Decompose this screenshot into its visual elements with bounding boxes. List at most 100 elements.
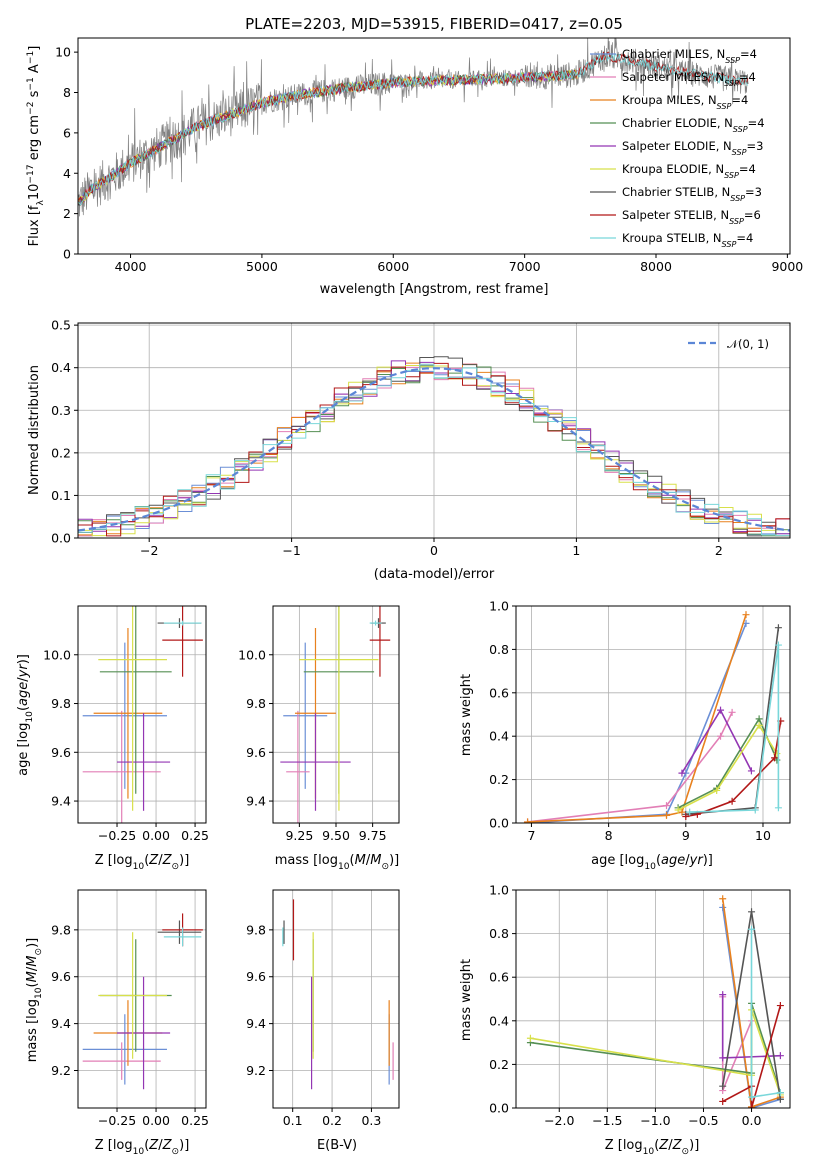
label-part: ⊙ [381, 862, 389, 872]
label-part: M [355, 853, 366, 868]
axes-frame [272, 889, 400, 1109]
label-part: ⊙ [172, 862, 180, 872]
label-part: age [log [16, 723, 31, 776]
y-tick-label: 0.0 [489, 1101, 509, 1116]
y-tick-label: 0.3 [51, 403, 71, 418]
weight-marker-chabrier_miles [719, 903, 727, 911]
weight-marker-kroupa_miles [678, 808, 686, 816]
x-axis-label: (data-model)/error [374, 567, 495, 582]
label-part: Z [672, 1138, 683, 1153]
weight-line-salpeter_miles [527, 711, 733, 823]
chart-title: PLATE=2203, MJD=53915, FIBERID=0417, z=0… [245, 15, 623, 33]
weight-line-chabrier_miles [721, 907, 781, 1108]
y-axis-label: mass weight [459, 959, 474, 1041]
legend-entry: Salpeter MILES, NSSP=4 [622, 70, 756, 88]
y-tick-label: 9.6 [51, 969, 71, 984]
legend-sub: SSP [730, 194, 745, 203]
x-tick-label: 2 [715, 543, 723, 558]
x-tick-label: 5000 [246, 259, 278, 274]
y-tick-label: 1.0 [489, 599, 509, 614]
label-part: ( [16, 706, 31, 711]
weight-marker-salpeter_miles [663, 802, 671, 810]
model-spectrum-salpeter_stelib [78, 51, 749, 201]
legend-sub: SSP [722, 240, 737, 249]
weight-marker-chabrier_elodie [755, 715, 763, 723]
x-tick-label: −1.5 [592, 1113, 622, 1128]
label-part: 10 [644, 862, 656, 872]
y-tick-label: 9.4 [51, 1016, 71, 1031]
panel-6: 0.1 0.2 0.3 9.2 9.4 9.6 9.8 [246, 889, 400, 1128]
legend-sub: SSP [724, 171, 739, 180]
y-tick-label: 1.0 [489, 883, 509, 898]
label-part: ⊙ [682, 1147, 690, 1157]
legend-name: Salpeter STELIB, N [622, 208, 729, 222]
label-part: ⊙ [172, 1147, 180, 1157]
legend-entry: Chabrier ELODIE, NSSP=4 [622, 116, 765, 134]
x-tick-label: 9 [682, 828, 690, 843]
x-tick-label: −0.5 [688, 1113, 718, 1128]
weight-marker-chabrier_stelib [719, 1082, 727, 1090]
y-tick-label: 10.0 [238, 647, 266, 662]
legend-entry: 𝒩(0, 1) [727, 337, 769, 351]
y-tick-label: 9.8 [246, 696, 266, 711]
label-part: mass [log [25, 999, 40, 1062]
label-part: −1 [26, 51, 36, 64]
weight-marker-chabrier_stelib [776, 1095, 784, 1103]
y-tick-label: 0.2 [489, 772, 509, 787]
legend-name: Chabrier MILES, N [622, 47, 725, 61]
y-tick-label: 9.4 [246, 1016, 266, 1031]
axes-frame [77, 605, 207, 824]
y-tick-label: 10 [55, 45, 71, 60]
weight-marker-salpeter_elodie [776, 1052, 784, 1060]
x-axis-label: E(B-V) [317, 1138, 357, 1153]
legend-rest: =4 [731, 93, 748, 107]
panel-7: −2.0 −1.5 −1.0 −0.5 0.0 0.0 0.2 0.4 0.6 0.8 1.0 [489, 883, 791, 1128]
legend-rest: =4 [740, 47, 757, 61]
weight-marker-salpeter_miles [728, 708, 736, 716]
x-tick-label: 10 [755, 828, 771, 843]
label-part: −17 [26, 164, 36, 183]
label-part: )] [25, 938, 40, 948]
label-part: )] [179, 853, 189, 868]
x-tick-label: 9.50 [322, 828, 350, 843]
label-part: A [27, 64, 42, 77]
label-part: Z [162, 1138, 173, 1153]
legend-name: Salpeter MILES, N [622, 70, 724, 84]
y-tick-label: 2 [63, 206, 71, 221]
label-part: ⊙ [34, 948, 44, 956]
label-part: Z [log [95, 1138, 133, 1153]
plot-area [526, 895, 784, 1108]
weight-marker-kroupa_miles [663, 811, 671, 819]
label-part: / [158, 1138, 163, 1153]
weight-marker-kroupa_stelib [748, 1093, 756, 1101]
label-part: −2 [26, 102, 36, 115]
y-tick-label: 0.4 [489, 729, 509, 744]
legend-entry: Kroupa STELIB, NSSP=4 [622, 231, 753, 249]
label-part: )] [179, 1138, 189, 1153]
plot-area [78, 38, 749, 217]
model-spectrum-kroupa_elodie [78, 69, 578, 205]
label-part: λ [36, 200, 46, 206]
panel-0: 4000 5000 6000 7000 8000 9000 0 2 4 6 8 10 [55, 37, 803, 274]
x-axis-label: Z [log10(Z/Z⊙)] [95, 853, 190, 872]
panel-2: −0.25 0.00 0.25 9.4 9.6 9.8 10.0 [43, 605, 209, 843]
label-part: Z [log [605, 1138, 643, 1153]
legend-entry: Chabrier MILES, NSSP=4 [622, 47, 757, 65]
y-tick-label: 9.4 [51, 794, 71, 809]
label-part: Z [148, 1138, 159, 1153]
weight-marker-salpeter_stelib [748, 1104, 756, 1108]
weight-marker-kroupa_miles [524, 818, 532, 823]
panel-4: 7 8 9 10 0.0 0.2 0.4 0.6 0.8 1.0 [489, 599, 791, 843]
label-part: / [16, 677, 31, 682]
label-part: ( [25, 982, 40, 987]
label-part: 10 [643, 1147, 655, 1157]
panel-1: −2 −1 0 1 2 0.0 0.1 0.2 0.3 0.4 0.5 [51, 318, 791, 558]
weight-marker-salpeter_stelib [776, 1002, 784, 1010]
legend-name: Kroupa STELIB, N [622, 231, 722, 245]
weight-marker-kroupa_elodie [526, 1034, 534, 1042]
observed-spectrum [78, 38, 749, 217]
legend-rest: =3 [745, 185, 762, 199]
weight-marker-salpeter_elodie [719, 991, 727, 999]
legend-rest: =6 [744, 208, 761, 222]
